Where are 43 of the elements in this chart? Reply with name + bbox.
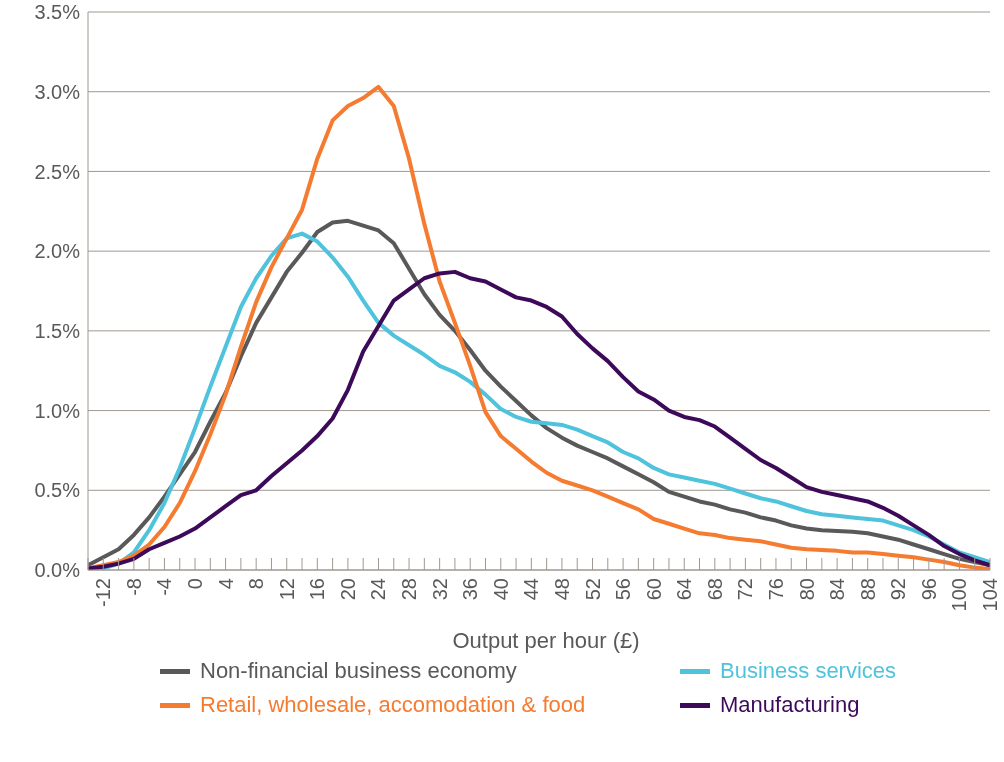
x-tick-label: 104 [979, 578, 1001, 612]
x-tick-label: 56 [612, 578, 635, 601]
x-tick-label: 44 [520, 578, 543, 601]
x-tick-label: 76 [764, 578, 787, 601]
legend-label: Retail, wholesale, accomodation & food [200, 692, 586, 718]
legend-label: Manufacturing [720, 692, 860, 718]
x-tick-label: 92 [887, 578, 910, 601]
x-tick-label: 8 [245, 578, 268, 590]
x-tick-label: 24 [367, 578, 390, 601]
y-tick-label: 0.5% [34, 479, 81, 502]
x-tick-label: 84 [826, 578, 849, 601]
y-tick-label: 2.0% [34, 240, 81, 263]
x-tick-label: -12 [92, 578, 115, 607]
x-tick-label: 4 [214, 578, 237, 590]
x-tick-label: 32 [428, 578, 451, 601]
x-tick-label: -8 [122, 578, 145, 596]
x-tick-label: 60 [642, 578, 665, 601]
x-tick-label: 20 [336, 578, 359, 601]
x-tick-label: 12 [275, 578, 298, 601]
x-tick-label: -4 [153, 578, 176, 596]
x-axis-title: Output per hour (£) [451, 628, 641, 654]
x-tick-label: 68 [703, 578, 726, 601]
legend-label: Business services [720, 658, 897, 684]
x-tick-label: 80 [795, 578, 818, 601]
x-tick-label: 52 [581, 578, 604, 601]
x-tick-label: 16 [306, 578, 329, 601]
x-tick-label: 0 [184, 578, 207, 590]
legend-label: Non-financial business economy [200, 658, 517, 684]
y-tick-label: 1.5% [34, 319, 81, 342]
y-tick-label: 1.0% [34, 399, 81, 422]
x-tick-label: 72 [734, 578, 757, 601]
y-tick-label: 0.0% [34, 559, 81, 582]
x-tick-label: 36 [459, 578, 482, 601]
y-tick-label: 3.0% [34, 80, 81, 103]
x-tick-label: 100 [948, 578, 971, 612]
x-tick-label: 96 [917, 578, 940, 601]
x-tick-label: 28 [398, 578, 421, 601]
y-tick-label: 2.5% [34, 160, 81, 183]
y-tick-label: 3.5% [34, 1, 81, 24]
x-tick-label: 40 [489, 578, 512, 601]
x-tick-label: 88 [856, 578, 879, 601]
x-tick-label: 48 [550, 578, 573, 601]
x-tick-label: 64 [673, 578, 696, 601]
